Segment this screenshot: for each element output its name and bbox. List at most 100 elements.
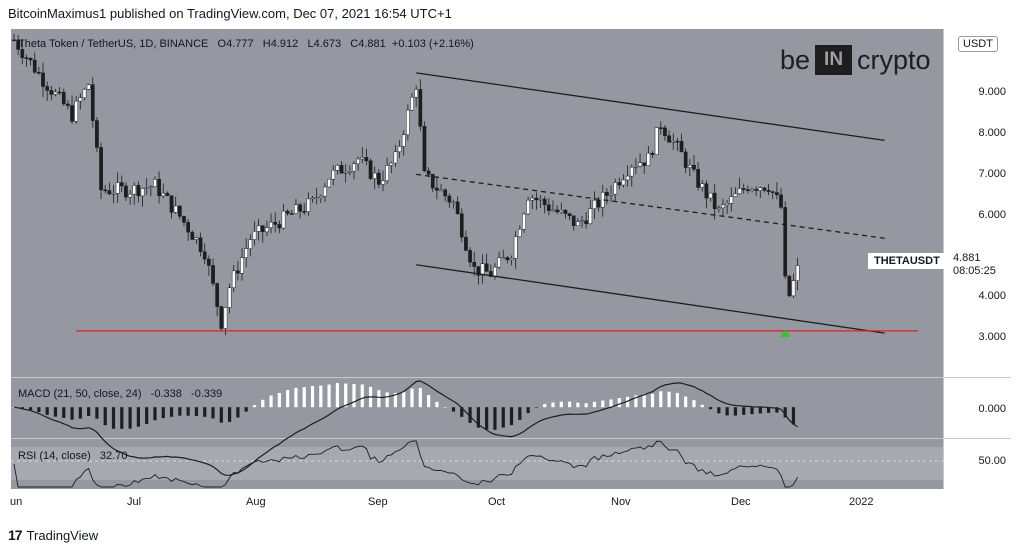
macd-bar <box>261 399 265 408</box>
macd-bar <box>493 407 497 430</box>
candle-body-2021-09-05 <box>410 96 414 111</box>
candle-body-2021-06-24 <box>107 190 112 195</box>
candle-body-2021-06-01 <box>12 39 16 42</box>
candle-body-2021-08-30 <box>385 165 390 181</box>
macd-bar <box>675 392 679 408</box>
candle-body-2021-10-09 <box>551 209 555 212</box>
header-bar: BitcoinMaximus1 published on TradingView… <box>0 0 1024 28</box>
macd-bar <box>28 407 33 410</box>
candle-body-2021-07-24 <box>231 270 236 288</box>
candle-body-2021-06-04 <box>24 57 29 59</box>
macd-bar <box>45 407 49 415</box>
macd-bar <box>576 402 580 408</box>
macd-bar <box>219 407 223 423</box>
candle-body-2021-09-15 <box>451 201 456 204</box>
candle-body-2021-08-22 <box>352 163 356 172</box>
macd-bar <box>791 407 796 425</box>
candle-body-2021-07-04 <box>148 186 153 188</box>
macd-bar <box>534 407 539 408</box>
rsi-axis-50: 50.00 <box>978 455 1006 467</box>
candle-body-2021-06-25 <box>111 193 116 195</box>
candle-body-2021-06-12 <box>57 91 62 94</box>
macd-bar <box>518 407 522 420</box>
macd-bar <box>692 400 696 408</box>
candle-body-2021-10-25 <box>617 182 622 186</box>
candle-body-2021-07-15 <box>194 237 199 240</box>
macd-axis-zero: 0.000 <box>978 403 1006 415</box>
candle-body-2021-06-16 <box>74 100 79 122</box>
channel-lower-line[interactable] <box>416 264 885 334</box>
macd-bar <box>766 407 771 413</box>
candle-body-2021-07-02 <box>140 188 145 197</box>
candle-body-2021-09-08 <box>422 126 427 172</box>
macd-bar <box>501 407 505 428</box>
trendlines-group <box>76 72 918 337</box>
candle-body-2021-11-14 <box>700 183 705 188</box>
macd-bar <box>402 392 406 408</box>
macd-bar <box>634 395 638 408</box>
macd-bar <box>443 407 447 408</box>
channel-mid-line[interactable] <box>416 173 885 239</box>
macd-bar <box>750 407 754 415</box>
candle-body-2021-11-01 <box>646 152 651 166</box>
candle-body-2021-07-31 <box>260 225 265 233</box>
candle-body-2021-06-05 <box>28 57 33 61</box>
countdown: 08:05:25 <box>953 265 996 277</box>
candle-body-2021-10-07 <box>542 198 547 206</box>
macd-bar <box>352 384 356 408</box>
macd-bar <box>775 407 779 413</box>
candle-body-2021-10-29 <box>634 165 638 168</box>
macd-bar <box>650 393 655 408</box>
candle-body-2021-09-12 <box>439 189 443 192</box>
candle-body-2021-07-10 <box>173 205 178 213</box>
macd-bar <box>733 407 738 416</box>
candle-body-2021-09-23 <box>484 263 489 272</box>
channel-upper-line[interactable] <box>416 72 885 142</box>
candle-body-2021-08-15 <box>323 186 327 197</box>
candle-body-2021-07-07 <box>161 192 166 197</box>
macd-bar <box>145 407 149 424</box>
candle-body-2021-09-16 <box>455 201 460 214</box>
candle-body-2021-10-03 <box>526 199 530 215</box>
candle-body-2021-10-18 <box>588 208 593 224</box>
macd-bar <box>451 407 456 412</box>
candle-body-2021-11-22 <box>733 193 738 197</box>
candle-body-2021-07-29 <box>252 231 257 240</box>
candle-body-2021-08-04 <box>277 224 282 229</box>
candle-body-2021-07-06 <box>157 178 161 197</box>
candle-body-2021-08-28 <box>377 172 381 185</box>
candle-body-2021-10-27 <box>625 175 630 181</box>
logo-box: IN <box>815 45 853 75</box>
close-value: 4.881 <box>358 38 386 50</box>
candle-body-2021-08-24 <box>360 157 365 160</box>
macd-bar <box>161 407 165 419</box>
macd-bar <box>667 391 671 408</box>
macd-bar <box>53 407 58 417</box>
x-label-jul: Jul <box>127 496 142 508</box>
candle-body-2021-07-21 <box>219 306 224 329</box>
macd-bar <box>725 407 729 416</box>
candle-body-2021-10-22 <box>605 192 609 196</box>
currency-badge[interactable]: USDT <box>958 36 998 52</box>
candle-body-2021-07-20 <box>215 283 220 307</box>
candle-body-2021-07-14 <box>190 231 195 240</box>
candle-body-2021-09-01 <box>393 151 398 164</box>
candle-body-2021-07-09 <box>169 195 174 213</box>
macd-bar <box>269 395 273 408</box>
macd-legend: MACD (21, 50, close, 24) -0.338 -0.339 <box>18 388 222 400</box>
macd-bar <box>95 407 99 419</box>
rsi-band <box>11 447 943 480</box>
candle-body-2021-07-25 <box>236 270 240 274</box>
macd-bar <box>327 384 331 408</box>
candle-body-2021-12-03 <box>779 194 783 208</box>
candle-body-2021-06-09 <box>45 86 50 91</box>
candle-body-2021-11-15 <box>704 183 709 199</box>
candle-body-2021-08-12 <box>310 197 315 200</box>
candle-body-2021-09-19 <box>468 250 472 263</box>
candle-body-2021-11-07 <box>671 140 676 143</box>
macd-bar <box>169 407 174 417</box>
macd-bar <box>609 399 613 408</box>
footer: 17 TradingView <box>8 527 98 543</box>
macd-group <box>12 380 798 476</box>
